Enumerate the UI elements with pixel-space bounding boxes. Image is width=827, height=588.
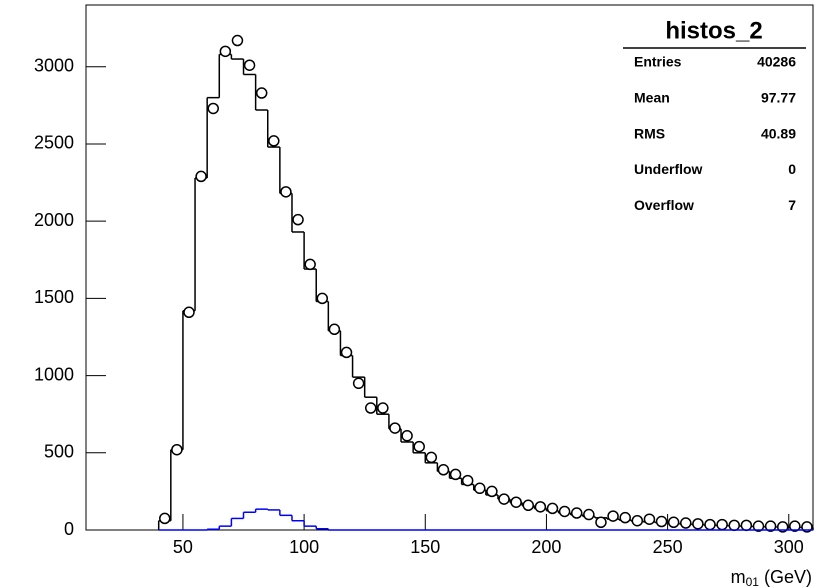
data-point bbox=[704, 518, 716, 531]
data-point bbox=[619, 511, 631, 524]
data-point bbox=[667, 516, 680, 529]
y-tick-label: 500 bbox=[44, 442, 74, 462]
data-point bbox=[583, 508, 595, 521]
x-tick-label: 300 bbox=[774, 537, 804, 557]
stats-value: 40.89 bbox=[761, 125, 796, 141]
data-point bbox=[789, 520, 801, 532]
stats-key: RMS bbox=[634, 125, 665, 141]
data-point bbox=[171, 443, 183, 456]
y-tick-label: 2500 bbox=[34, 133, 74, 153]
data-point bbox=[534, 501, 547, 513]
data-point bbox=[425, 451, 438, 464]
data-point bbox=[522, 499, 535, 512]
data-point bbox=[692, 518, 704, 530]
y-tick-label: 3000 bbox=[34, 56, 74, 76]
data-point bbox=[243, 59, 256, 71]
x-tick-label: 250 bbox=[653, 537, 683, 557]
y-tick-label: 2000 bbox=[34, 210, 74, 230]
data-point bbox=[328, 323, 341, 336]
data-point bbox=[607, 510, 619, 522]
data-point bbox=[364, 402, 377, 414]
data-point bbox=[340, 346, 353, 359]
data-point bbox=[764, 520, 777, 532]
x-label-base: m bbox=[731, 567, 746, 587]
y-tick-label: 1000 bbox=[34, 364, 74, 384]
stats-key: Entries bbox=[634, 54, 682, 70]
data-point bbox=[558, 505, 571, 518]
series bbox=[158, 508, 813, 531]
data-point bbox=[486, 485, 498, 498]
stats-value: 0 bbox=[788, 161, 796, 177]
data-point bbox=[219, 45, 232, 58]
data-point bbox=[195, 170, 207, 183]
data-point bbox=[159, 512, 171, 525]
data-point bbox=[716, 518, 728, 531]
plot-area bbox=[86, 34, 814, 533]
data-point bbox=[655, 515, 668, 528]
data-point bbox=[643, 513, 656, 525]
data-point bbox=[183, 306, 195, 319]
stats-key: Underflow bbox=[634, 161, 703, 177]
data-point bbox=[498, 493, 510, 505]
x-tick-label: 200 bbox=[531, 537, 561, 557]
stats-key: Overflow bbox=[634, 197, 694, 213]
data-point bbox=[449, 468, 462, 481]
stats-value: 40286 bbox=[757, 54, 796, 70]
x-tick-label: 50 bbox=[173, 537, 193, 557]
data-point bbox=[728, 519, 740, 532]
x-axis-label: m01 (GeV) bbox=[731, 567, 812, 588]
data-point bbox=[280, 186, 292, 198]
data-point bbox=[752, 520, 765, 532]
data-point bbox=[207, 102, 219, 115]
data-point bbox=[377, 402, 389, 414]
data-point bbox=[389, 422, 401, 434]
x-tick-label: 100 bbox=[289, 537, 319, 557]
data-point bbox=[570, 507, 583, 519]
x-label-unit: (GeV) bbox=[764, 567, 812, 587]
data-point bbox=[461, 474, 474, 487]
x-tick-label: 150 bbox=[410, 537, 440, 557]
data-point bbox=[401, 430, 413, 442]
data-point bbox=[595, 516, 607, 529]
data-point bbox=[510, 496, 522, 508]
stats-value: 7 bbox=[788, 197, 796, 213]
y-tick-label: 1500 bbox=[34, 287, 74, 307]
stats-value: 97.77 bbox=[761, 90, 796, 106]
data-point bbox=[680, 517, 692, 529]
data-point bbox=[304, 258, 316, 271]
x-label-sub: 01 bbox=[746, 575, 760, 588]
stats-title: histos_2 bbox=[665, 17, 762, 44]
y-tick-label: 0 bbox=[64, 519, 74, 539]
stats-key: Mean bbox=[634, 90, 670, 106]
data-point bbox=[437, 464, 450, 476]
data-point bbox=[474, 482, 486, 495]
stats-rows: Entries 40286 Mean 97.77 RMS 40.89 Underflow 0 O… bbox=[634, 54, 796, 213]
data-point bbox=[255, 87, 268, 99]
data-point bbox=[413, 440, 425, 453]
data-point bbox=[352, 377, 365, 390]
data-point bbox=[292, 213, 304, 226]
data-point bbox=[740, 519, 753, 532]
data-point bbox=[231, 34, 244, 47]
data-point bbox=[546, 502, 559, 515]
data-point bbox=[316, 292, 329, 305]
data-point bbox=[631, 514, 644, 527]
data-point bbox=[268, 135, 280, 147]
